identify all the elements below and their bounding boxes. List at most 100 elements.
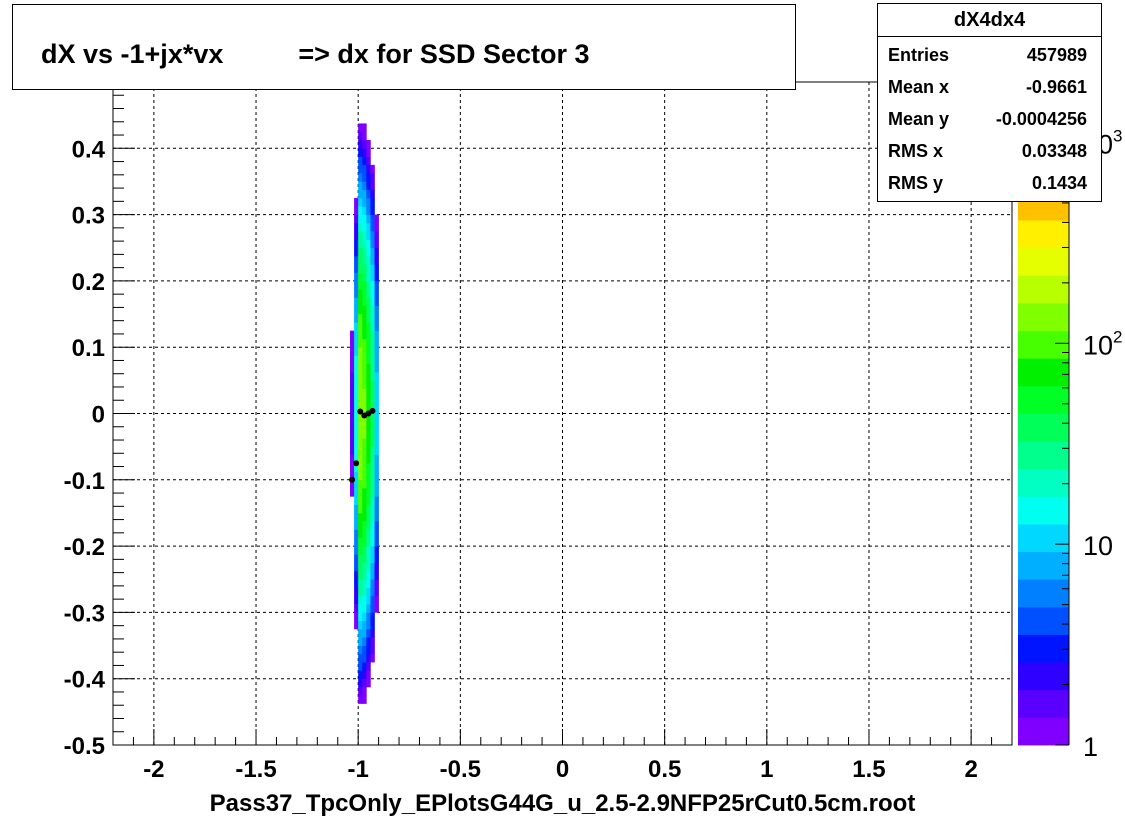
heatmap-cell (374, 496, 379, 505)
heatmap-cell (374, 579, 379, 588)
heatmap-cell (366, 173, 371, 182)
heatmap-cell (370, 231, 375, 240)
heatmap-cell (354, 198, 359, 207)
heatmap-cell (370, 521, 375, 530)
heatmap-cell (370, 363, 375, 373)
heatmap-cell (374, 512, 379, 522)
heatmap-cell (366, 272, 371, 282)
heatmap-cell (358, 355, 363, 365)
stats-label: Mean y (888, 109, 950, 129)
heatmap-cell (358, 645, 363, 655)
heatmap-cell (350, 446, 355, 456)
heatmap-cell (358, 305, 363, 315)
heatmap-cell (362, 454, 367, 464)
heatmap-cell (370, 347, 375, 356)
heatmap-cell (362, 280, 367, 290)
heatmap-cell (354, 537, 359, 547)
heatmap-cell (370, 620, 375, 630)
heatmap-cell (354, 355, 359, 365)
stats-row-entries: Entries 457989 (878, 37, 1101, 69)
heatmap-cell (362, 695, 367, 704)
heatmap-cell (366, 562, 371, 572)
heatmap-cell (358, 123, 363, 133)
profile-point (357, 408, 364, 415)
heatmap-cell (366, 446, 371, 456)
heatmap-cell (366, 512, 371, 522)
heatmap-cell (362, 305, 367, 315)
heatmap-cell (366, 471, 371, 481)
heatmap-cell (370, 388, 375, 398)
chart-title: dX vs -1+jx*vx => dx for SSD Sector 3 (41, 39, 590, 69)
heatmap-cell (358, 256, 363, 265)
heatmap-cell (370, 529, 375, 539)
profile-point (349, 476, 356, 483)
heatmap-cell (374, 570, 379, 580)
palette-swatch (1018, 524, 1069, 553)
heatmap-cell (358, 372, 363, 381)
heatmap-cell (370, 446, 375, 456)
heatmap-cell (362, 612, 367, 621)
heatmap-cell (358, 338, 363, 348)
heatmap-cell (374, 546, 379, 555)
heatmap-cell (374, 504, 379, 514)
heatmap-cell (366, 247, 371, 257)
heatmap-cell (358, 662, 363, 671)
palette-swatch (1018, 551, 1069, 580)
heatmap-cell (362, 421, 367, 431)
heatmap-cell (370, 189, 375, 199)
heatmap-cell (358, 289, 363, 298)
heatmap-cell (366, 637, 371, 646)
heatmap-cell (370, 239, 375, 249)
heatmap-cell (374, 529, 379, 539)
heatmap-cell (358, 239, 363, 249)
heatmap-cell (374, 347, 379, 356)
heatmap-cell (362, 355, 367, 365)
palette-swatch (1018, 496, 1069, 525)
heatmap-cell (366, 380, 371, 389)
heatmap-cell (362, 206, 367, 215)
heatmap-cell (354, 396, 359, 406)
heatmap-cell (358, 653, 363, 663)
stats-value: -0.9661 (1025, 77, 1087, 97)
heatmap-cell (366, 396, 371, 406)
heatmap-cell (358, 604, 363, 613)
heatmap-cell (358, 189, 363, 199)
heatmap-cell (366, 579, 371, 588)
heatmap-cell (374, 405, 379, 414)
heatmap-cell (354, 297, 359, 307)
heatmap-cell (374, 421, 379, 431)
heatmap-cell (358, 488, 363, 497)
heatmap-cell (354, 214, 359, 224)
heatmap-cell (358, 512, 363, 522)
heatmap-cell (374, 239, 379, 249)
heatmap-cell (358, 504, 363, 514)
heatmap-cell (366, 653, 371, 663)
heatmap-cell (358, 554, 363, 563)
heatmap-cell (370, 372, 375, 381)
heatmap-cell (370, 164, 375, 174)
heatmap-cell (358, 156, 363, 166)
heatmap-cell (374, 595, 379, 605)
stats-label: RMS x (888, 141, 944, 161)
heatmap-cell (358, 595, 363, 605)
heatmap-cell (370, 438, 375, 447)
heatmap-cell (374, 479, 379, 489)
heatmap-cell (362, 231, 367, 240)
heatmap-cell (366, 189, 371, 199)
heatmap-cell (358, 587, 363, 597)
heatmap-cell (354, 247, 359, 257)
palette-swatch (1018, 275, 1069, 304)
heatmap-cell (354, 554, 359, 563)
heatmap-cell (354, 479, 359, 489)
heatmap-cell (374, 280, 379, 290)
heatmap-cell (370, 181, 375, 191)
profile-point (353, 460, 360, 467)
heatmap-cell (362, 479, 367, 489)
heatmap-cell (362, 562, 367, 572)
heatmap-cell (358, 206, 363, 215)
heatmap-cell (370, 214, 375, 224)
heatmap-cell (374, 256, 379, 265)
heatmap-cell (358, 521, 363, 530)
heatmap-cell (350, 347, 355, 356)
profile-points (349, 407, 376, 483)
